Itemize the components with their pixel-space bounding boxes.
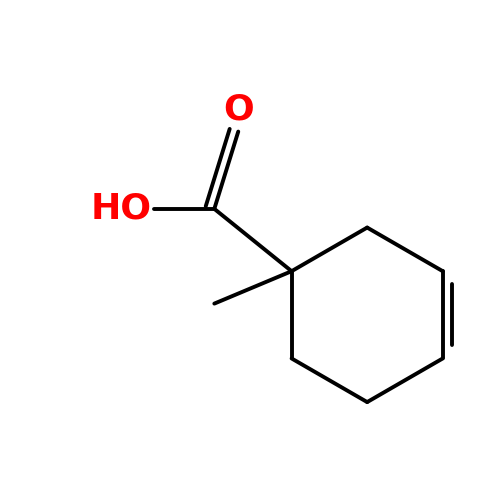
Text: HO: HO (91, 192, 152, 226)
Text: O: O (223, 92, 254, 126)
